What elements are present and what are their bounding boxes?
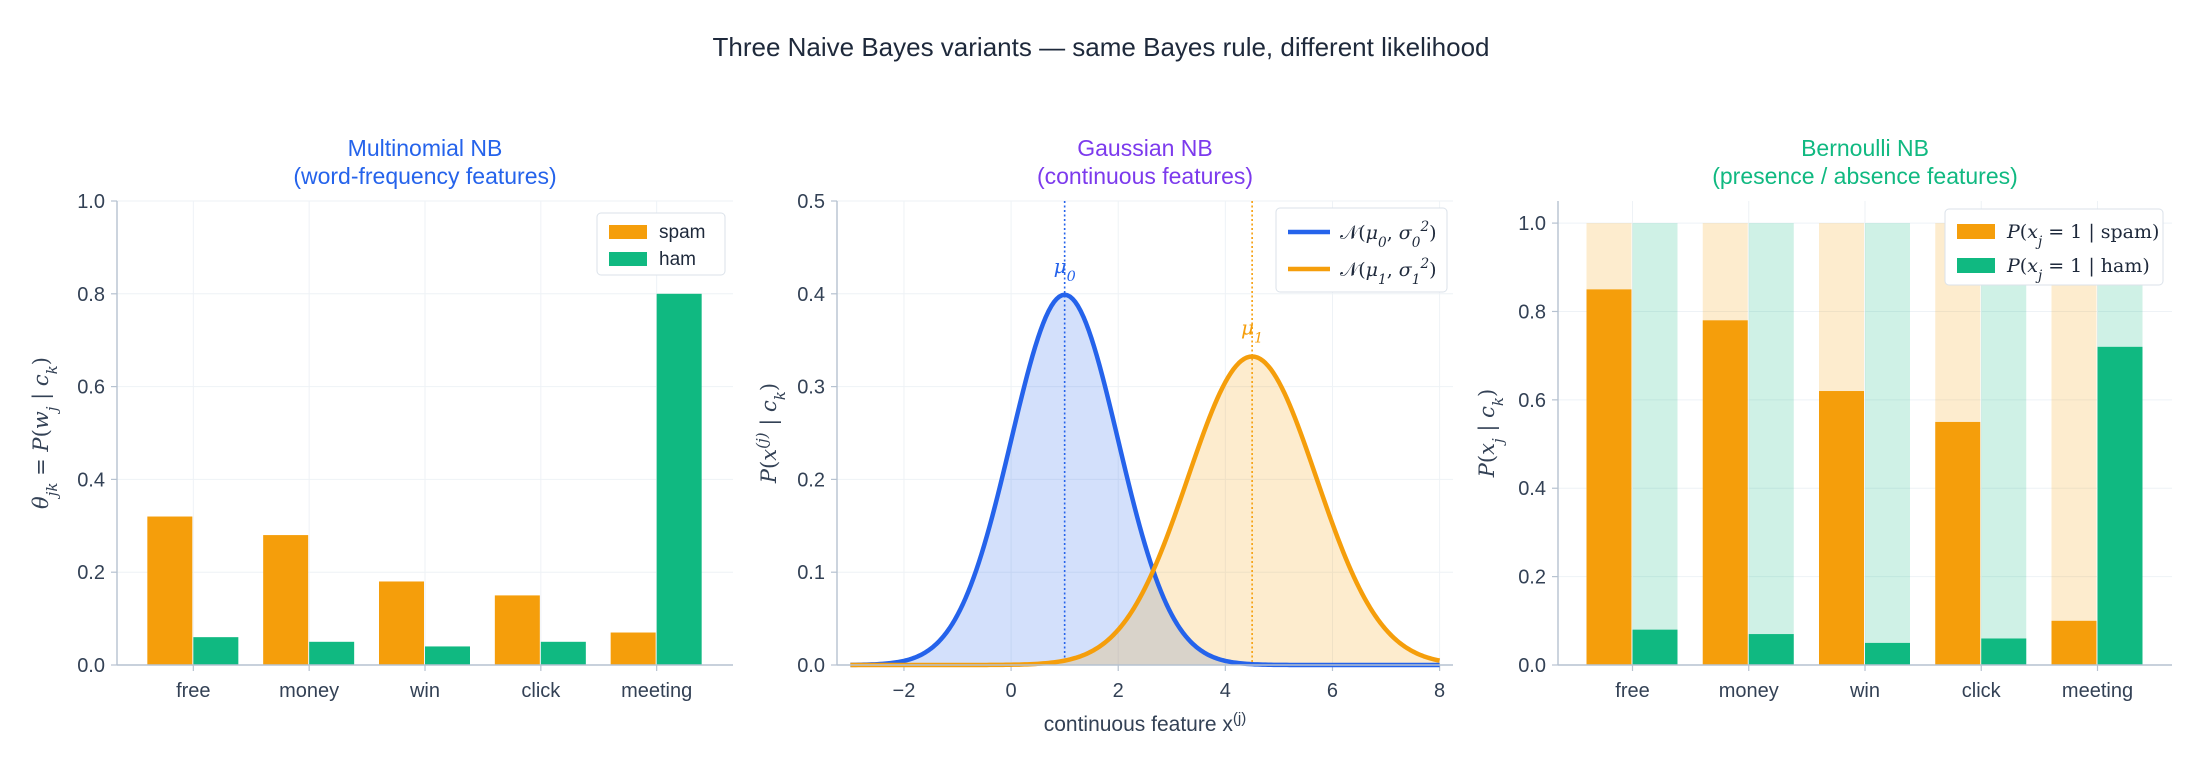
legend: 𝒩(μ0, σ02) 𝒩(μ1, σ12) (1275, 207, 1448, 293)
panel-title-line2: (continuous features) (1037, 163, 1253, 189)
y-tick-label: 0.0 (77, 655, 105, 677)
legend-swatch (1957, 224, 1995, 239)
x-tick-label: win (1849, 680, 1880, 702)
y-axis-label: P(x(j) | ck) (753, 383, 789, 484)
legend: P(xj = 1 | spam) P(xj = 1 | ham) (1944, 208, 2164, 286)
legend-swatch (609, 252, 647, 266)
bar-1-win (1865, 642, 1910, 665)
bar-spam-free (147, 516, 193, 665)
bar-bg-1-win (1865, 223, 1910, 665)
bar-bg-1-money (1748, 223, 1794, 665)
bar-ham-win (425, 646, 470, 665)
bar-bg-1-click (1981, 223, 2027, 665)
legend-label: P(xj = 1 | spam) (2006, 221, 2159, 250)
panel-title-line1: Multinomial NB (348, 135, 503, 161)
y-axis-label: θjk = P(wj | ck) (29, 357, 61, 509)
bar-spam-money (263, 535, 309, 665)
x-tick-label: money (1719, 680, 1779, 702)
y-tick-label: 0.8 (77, 284, 105, 306)
x-tick-label: −2 (893, 680, 916, 702)
bar-bg-0-meeting (2051, 223, 2097, 665)
legend-label: P(xj = 1 | ham) (2006, 255, 2150, 284)
bar-ham-free (193, 637, 239, 665)
x-tick-label: click (1962, 680, 2002, 702)
figure-title: Three Naive Bayes variants — same Bayes … (712, 32, 1489, 62)
x-tick-label: 0 (1006, 680, 1017, 702)
y-tick-label: 0.6 (77, 377, 105, 399)
gaussian-area-1 (850, 356, 1440, 665)
bernoulli-nb-panel: Bernoulli NB(presence / absence features… (1475, 135, 2172, 702)
y-tick-label: 0.0 (797, 655, 825, 677)
bar-0-meeting (2051, 620, 2097, 665)
y-tick-label: 0.1 (797, 562, 825, 584)
x-tick-label: money (279, 680, 339, 702)
x-tick-label: meeting (621, 680, 692, 702)
x-tick-label: win (409, 680, 440, 702)
bar-0-win (1819, 391, 1864, 665)
panel-title-line2: (word-frequency features) (293, 163, 556, 189)
legend-label: spam (659, 222, 705, 243)
bar-0-money (1702, 320, 1748, 665)
mean-label-0: μ0 (1054, 254, 1076, 285)
y-tick-label: 0.3 (797, 377, 825, 399)
bar-1-money (1748, 634, 1794, 665)
legend: spam ham (596, 212, 726, 276)
bar-ham-meeting (656, 293, 702, 665)
panel-title-line1: Gaussian NB (1077, 135, 1213, 161)
legend-swatch (1957, 258, 1995, 273)
x-tick-label: free (176, 680, 210, 702)
bar-ham-money (309, 641, 355, 665)
x-tick-label: 2 (1113, 680, 1124, 702)
bar-spam-meeting (610, 632, 656, 665)
panel-title-line2: (presence / absence features) (1712, 163, 2018, 189)
y-tick-label: 1.0 (1518, 213, 1546, 235)
y-tick-label: 0.4 (1518, 478, 1546, 500)
bar-bg-1-free (1632, 223, 1678, 665)
y-tick-label: 0.4 (77, 469, 105, 491)
bar-1-meeting (2097, 346, 2143, 665)
multinomial-nb-panel: Multinomial NB(word-frequency features) 0… (29, 135, 733, 702)
y-axis-label: P(xj | ck) (1475, 389, 1507, 478)
y-tick-label: 0.2 (1518, 567, 1546, 589)
y-tick-label: 0.8 (1518, 301, 1546, 323)
bar-0-free (1586, 289, 1632, 665)
bar-spam-win (379, 581, 424, 665)
x-tick-label: 6 (1327, 680, 1338, 702)
legend-frame (1944, 208, 2164, 286)
x-tick-label: 4 (1220, 680, 1231, 702)
y-tick-label: 1.0 (77, 191, 105, 213)
legend-label: ham (659, 249, 696, 270)
mean-label-1: μ1 (1241, 315, 1263, 346)
y-tick-label: 0.6 (1518, 390, 1546, 412)
bar-1-free (1632, 629, 1678, 665)
x-tick-label: click (521, 680, 561, 702)
y-tick-label: 0.4 (797, 284, 825, 306)
bar-0-click (1935, 421, 1981, 665)
y-tick-label: 0.2 (77, 562, 105, 584)
y-tick-label: 0.5 (797, 191, 825, 213)
bar-1-click (1981, 638, 2027, 665)
gaussian-area-0 (850, 294, 1440, 665)
x-axis-label: continuous feature x(j) (1044, 710, 1247, 737)
x-tick-label: meeting (2062, 680, 2133, 702)
bar-ham-click (540, 641, 586, 665)
y-tick-label: 0.0 (1518, 655, 1546, 677)
panel-title-line1: Bernoulli NB (1801, 135, 1929, 161)
x-tick-label: free (1615, 680, 1649, 702)
gaussian-nb-panel: Gaussian NB(continuous features) 0.0 0.1 0.… (753, 135, 1453, 736)
x-tick-label: 8 (1434, 680, 1445, 702)
y-tick-label: 0.2 (797, 469, 825, 491)
legend-label: 𝒩(μ0, σ02) (1340, 219, 1437, 251)
legend-swatch (609, 225, 647, 239)
bar-spam-click (494, 595, 540, 665)
legend-label: 𝒩(μ1, σ12) (1340, 256, 1437, 288)
